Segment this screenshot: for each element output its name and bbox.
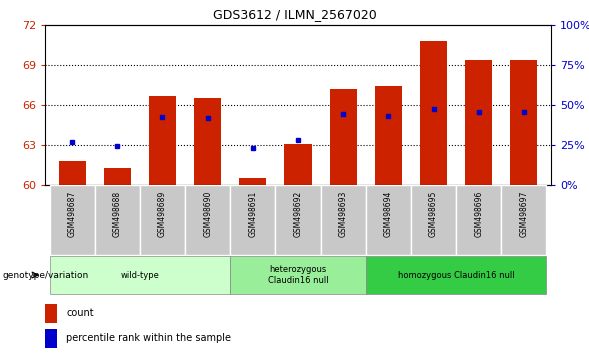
- Text: heterozygous
Claudin16 null: heterozygous Claudin16 null: [267, 265, 328, 285]
- Text: wild-type: wild-type: [120, 270, 159, 280]
- Text: GSM498695: GSM498695: [429, 190, 438, 237]
- Text: GDS3612 / ILMN_2567020: GDS3612 / ILMN_2567020: [213, 8, 376, 21]
- Text: GSM498687: GSM498687: [68, 190, 77, 237]
- Bar: [375, 86, 402, 185]
- Text: GSM498693: GSM498693: [339, 190, 348, 237]
- Text: GSM498688: GSM498688: [112, 190, 122, 237]
- FancyBboxPatch shape: [140, 185, 185, 255]
- Bar: [239, 178, 266, 185]
- Text: homozygous Claudin16 null: homozygous Claudin16 null: [398, 270, 514, 280]
- Text: GSM498697: GSM498697: [519, 190, 528, 237]
- FancyBboxPatch shape: [501, 185, 547, 255]
- Bar: [420, 41, 447, 185]
- Text: GSM498689: GSM498689: [158, 190, 167, 237]
- FancyBboxPatch shape: [456, 185, 501, 255]
- Bar: [149, 96, 176, 185]
- FancyBboxPatch shape: [230, 256, 366, 294]
- Text: GSM498696: GSM498696: [474, 190, 483, 237]
- FancyBboxPatch shape: [95, 185, 140, 255]
- Text: percentile rank within the sample: percentile rank within the sample: [66, 333, 231, 343]
- Bar: [330, 89, 357, 185]
- FancyBboxPatch shape: [366, 256, 547, 294]
- Text: GSM498692: GSM498692: [293, 190, 303, 237]
- Text: genotype/variation: genotype/variation: [3, 270, 89, 280]
- Bar: [465, 60, 492, 185]
- FancyBboxPatch shape: [49, 185, 95, 255]
- FancyBboxPatch shape: [49, 256, 230, 294]
- FancyBboxPatch shape: [185, 185, 230, 255]
- FancyBboxPatch shape: [320, 185, 366, 255]
- Bar: [194, 98, 221, 185]
- Text: GSM498690: GSM498690: [203, 190, 212, 237]
- FancyBboxPatch shape: [411, 185, 456, 255]
- Bar: [45, 329, 57, 348]
- Bar: [510, 60, 537, 185]
- FancyBboxPatch shape: [230, 185, 276, 255]
- Text: count: count: [66, 308, 94, 318]
- FancyBboxPatch shape: [366, 185, 411, 255]
- Bar: [58, 161, 85, 185]
- Text: GSM498691: GSM498691: [249, 190, 257, 237]
- Bar: [104, 168, 131, 185]
- Bar: [284, 144, 312, 185]
- FancyBboxPatch shape: [276, 185, 320, 255]
- Text: GSM498694: GSM498694: [384, 190, 393, 237]
- Bar: [45, 303, 57, 323]
